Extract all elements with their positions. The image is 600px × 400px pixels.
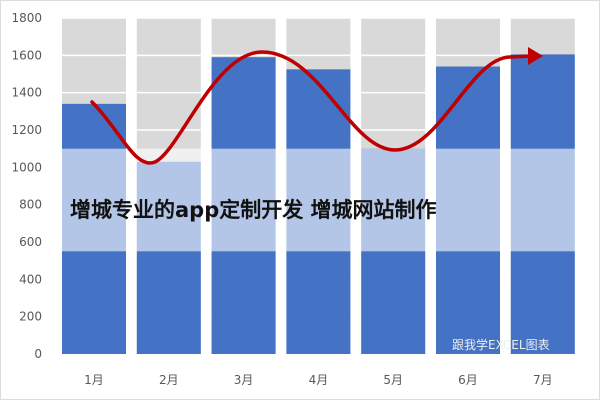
y-tick-label: 600	[19, 235, 42, 249]
x-tick-label: 5月	[383, 373, 403, 387]
x-tick-label: 7月	[533, 373, 553, 387]
trend-line	[90, 50, 534, 165]
y-tick-label: 1800	[11, 11, 42, 25]
x-tick-label: 1月	[84, 373, 104, 387]
x-tick-label: 6月	[458, 373, 478, 387]
caption-text: 增城专业的app定制开发 增城网站制作	[70, 198, 437, 222]
y-tick-label: 400	[19, 272, 42, 286]
x-tick-label: 3月	[234, 373, 254, 387]
trend-arrow-icon	[528, 47, 543, 65]
y-tick-label: 800	[19, 198, 42, 212]
x-tick-label: 2月	[159, 373, 179, 387]
y-tick-label: 200	[19, 310, 42, 324]
y-tick-label: 1000	[11, 160, 42, 174]
y-tick-label: 0	[34, 347, 42, 361]
y-tick-label: 1600	[11, 48, 42, 62]
x-tick-label: 4月	[309, 373, 329, 387]
y-tick-label: 1400	[11, 86, 42, 100]
watermark-text: 跟我学EXCEL图表	[452, 338, 550, 352]
y-tick-label: 1200	[11, 123, 42, 137]
caption-band	[60, 148, 580, 252]
